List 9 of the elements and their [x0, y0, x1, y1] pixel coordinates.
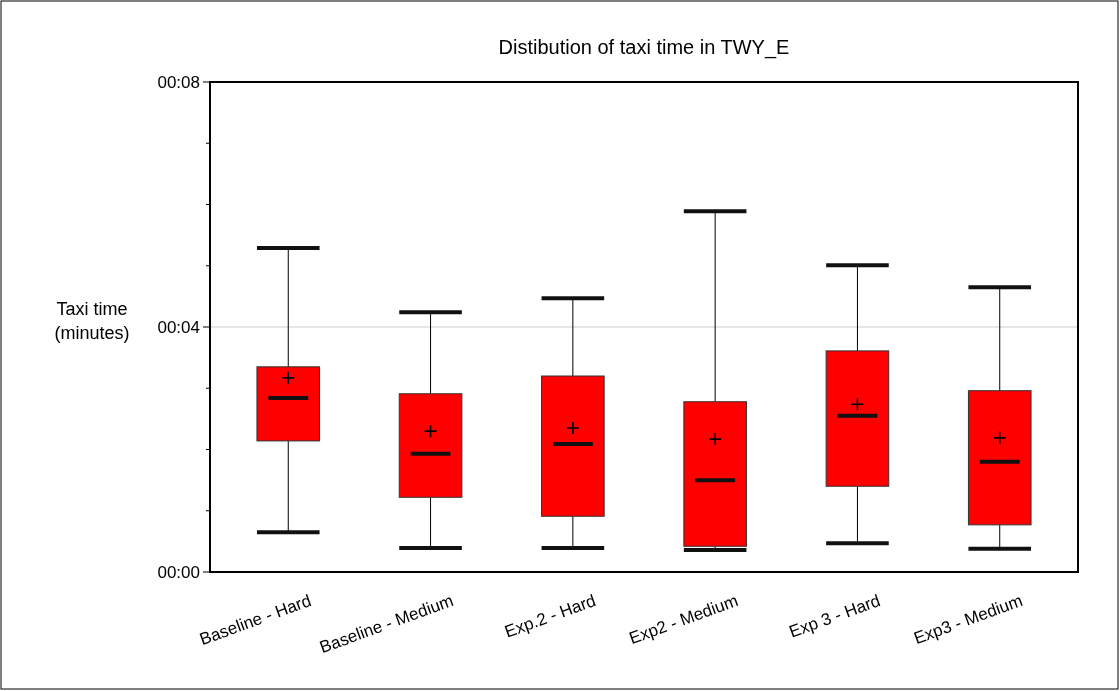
y-tick-label: 00:08 — [157, 72, 200, 92]
y-tick-label: 00:04 — [157, 317, 200, 337]
x-tick-label: Exp3 - Medium — [911, 591, 1026, 649]
x-tick-label: Exp2 - Medium — [626, 591, 741, 649]
y-axis-title: Taxi time (minutes) — [54, 299, 130, 343]
x-tick-label: Exp 3 - Hard — [786, 591, 883, 642]
x-tick-label: Exp.2 - Hard — [502, 591, 599, 642]
y-tick-label: 00:00 — [157, 562, 200, 582]
chart-title: Distibution of taxi time in TWY_E — [498, 36, 790, 59]
